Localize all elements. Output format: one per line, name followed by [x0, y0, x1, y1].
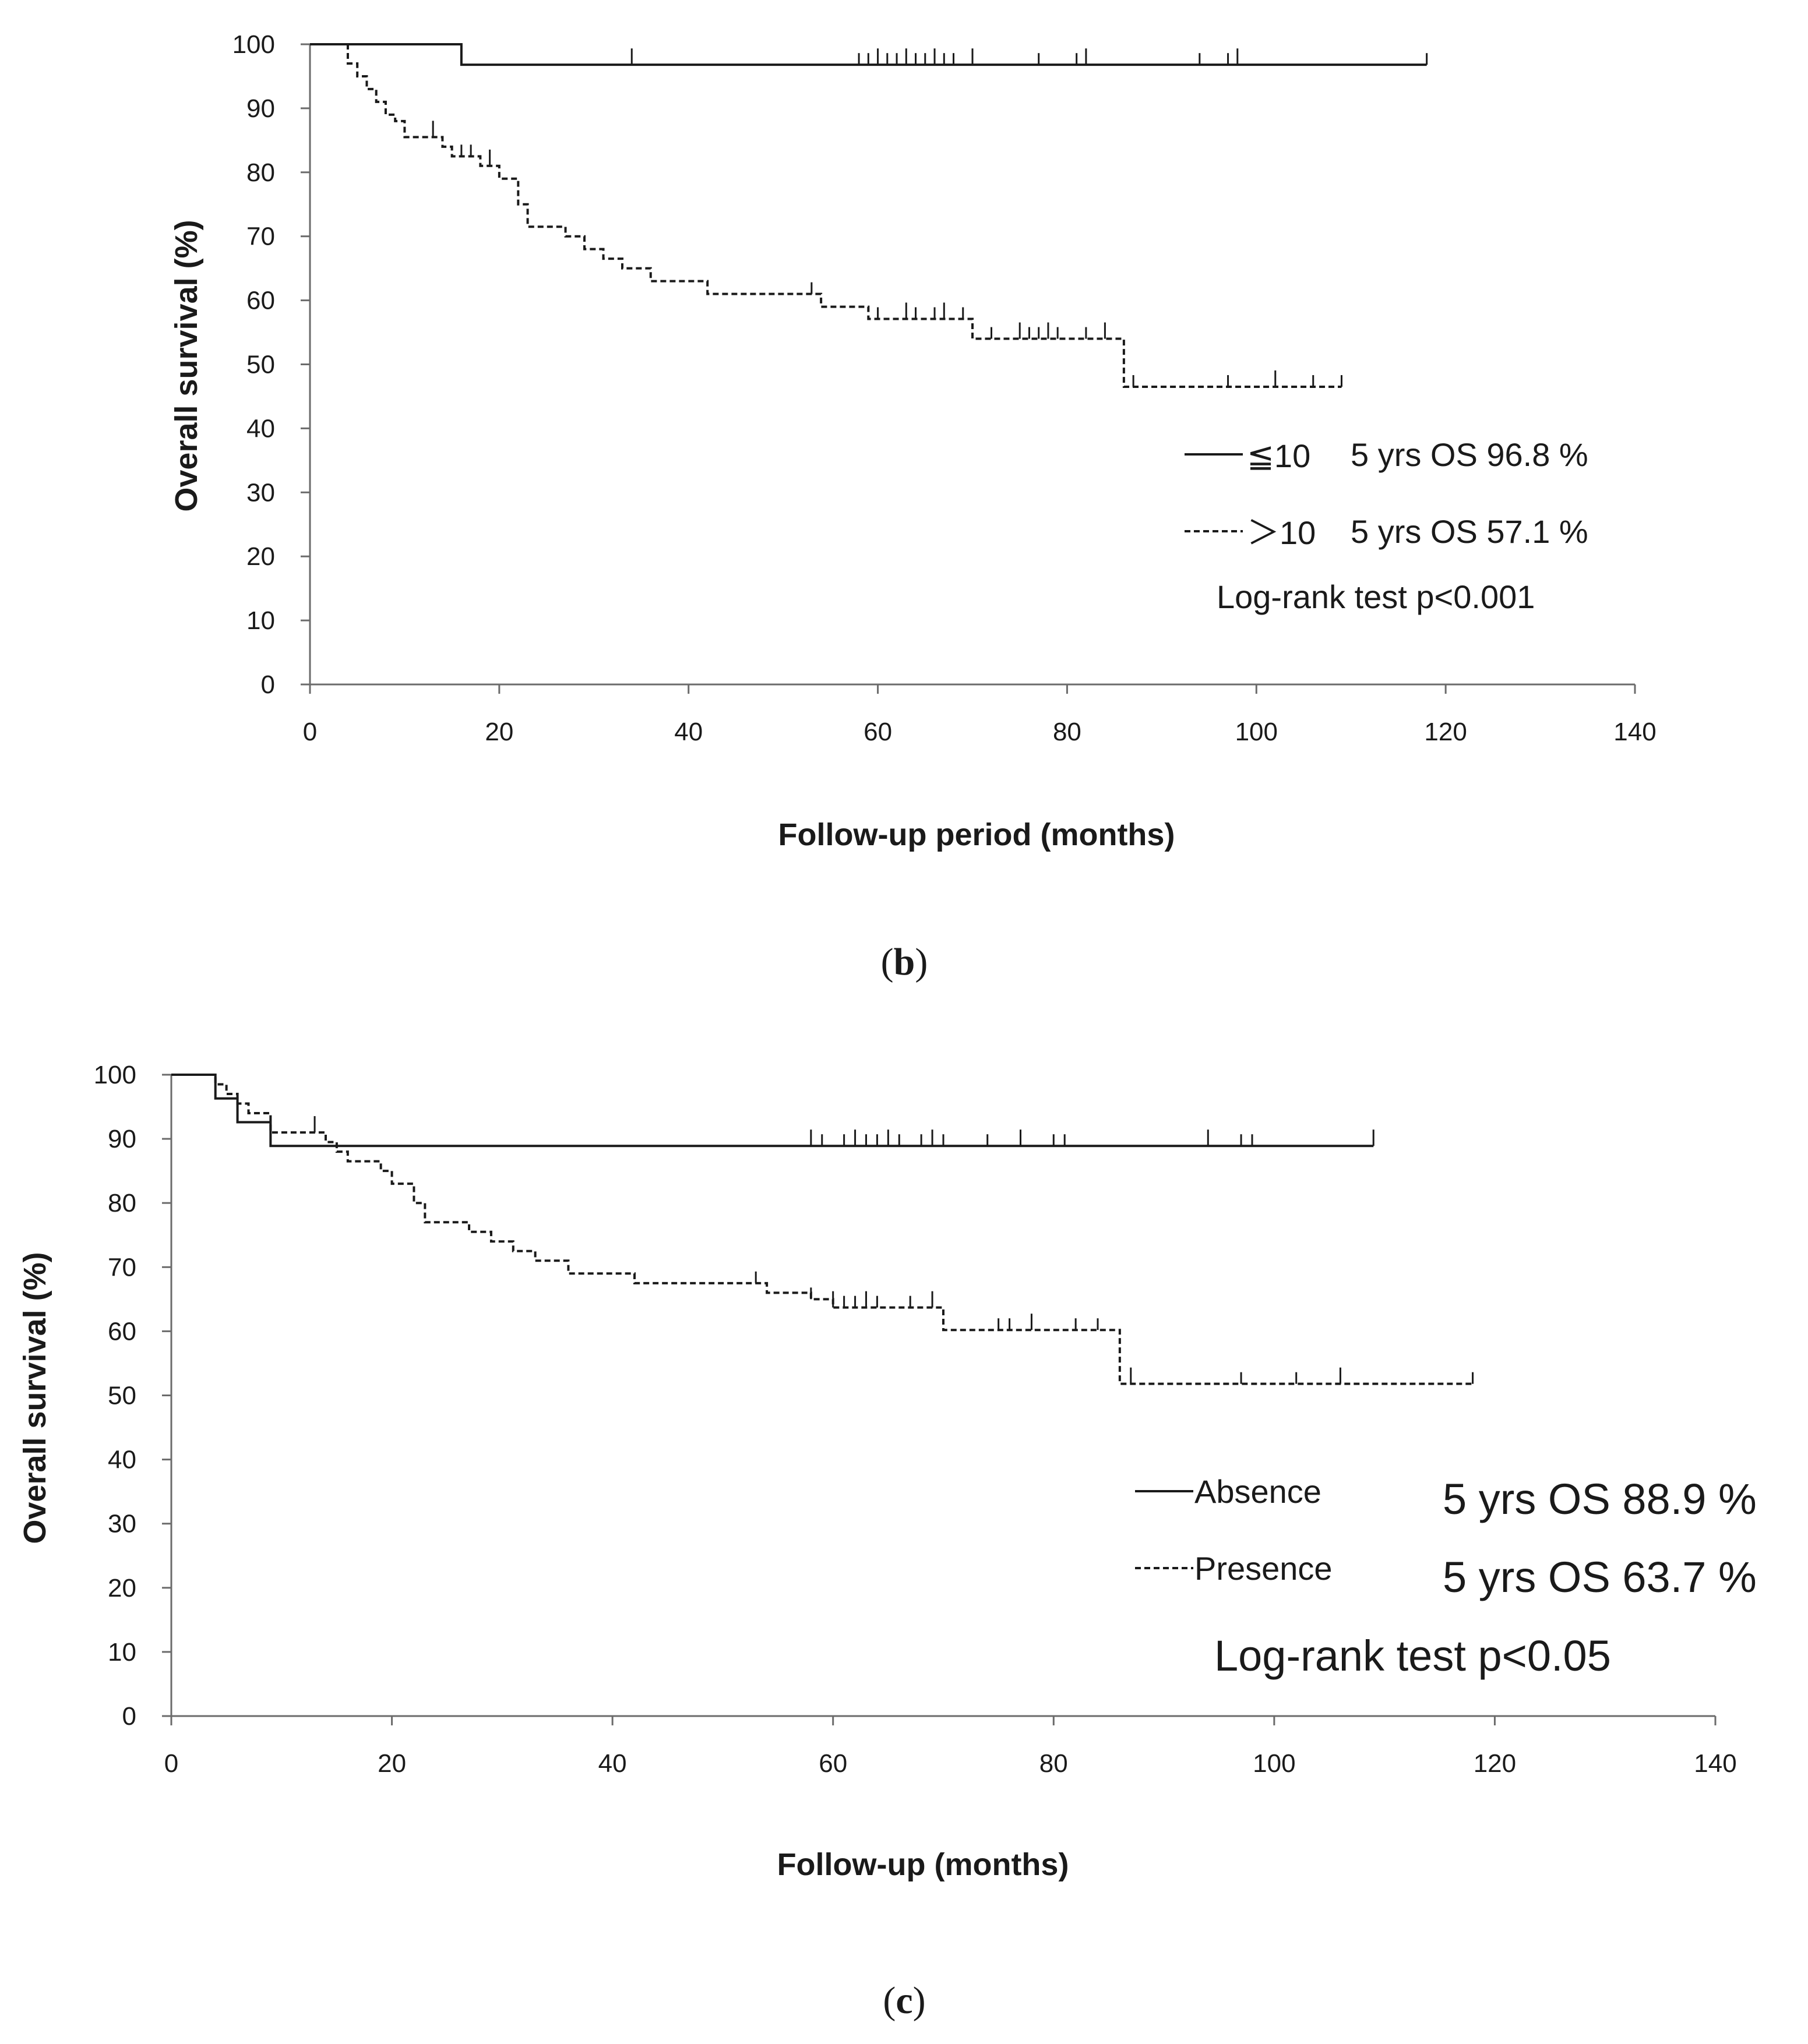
panel-b-chart: 0 10 20 30 40 50 60 70 80 90 100 0 20 40 60 80 100 120 140…: [169, 30, 1657, 852]
b-x-tick-label: 0: [303, 718, 317, 746]
panel-b-legend: ≦10 5 yrs OS 96.8 % ＞10 5 yrs OS 57.1 % …: [1185, 436, 1588, 615]
b-y-tick-label: 100: [232, 30, 275, 59]
c-x-tick-label: 80: [1039, 1749, 1068, 1778]
b-x-tick-label: 40: [674, 718, 703, 746]
panel-b-x-axis-title: Follow-up period (months): [778, 817, 1175, 852]
b-x-tick-label: 100: [1235, 718, 1278, 746]
c-y-tick-label: 70: [108, 1253, 136, 1282]
legend-os-presence: 5 yrs OS 63.7 %: [1443, 1553, 1757, 1601]
b-x-tick-label: 80: [1053, 718, 1081, 746]
c-x-tick-label: 20: [378, 1749, 406, 1778]
b-y-tick-label: 10: [246, 606, 275, 635]
c-x-tick-label: 100: [1253, 1749, 1295, 1778]
c-y-tick-label: 30: [108, 1510, 136, 1538]
panel-c-logrank-annotation: Log-rank test p<0.05: [1214, 1632, 1611, 1680]
c-y-tick-label: 20: [108, 1574, 136, 1602]
c-y-tick-label: 80: [108, 1189, 136, 1217]
b-series-x10-curve: [310, 43, 1342, 388]
panel-b-axes: 0 10 20 30 40 50 60 70 80 90 100 0 20 40 60 80 100 120 140: [232, 30, 1657, 746]
b-x-tick-label: 120: [1424, 718, 1467, 746]
c-x-tick-label: 60: [819, 1749, 847, 1778]
c-y-tick-label: 10: [108, 1638, 136, 1667]
legend-os-absence: 5 yrs OS 88.9 %: [1443, 1475, 1757, 1523]
c-series-presence-curve: [171, 1074, 1473, 1385]
legend-label-absence: Absence: [1194, 1473, 1321, 1510]
panel-c-axes: 0 10 20 30 40 50 60 70 80 90 100 0 20 40 60 80 100 120 140: [94, 1061, 1737, 1778]
panel-b-logrank-annotation: Log-rank test p<0.001: [1217, 578, 1535, 615]
c-y-tick-label: 100: [94, 1061, 136, 1089]
panel-c-chart: 0 10 20 30 40 50 60 70 80 90 100 0 20 40 60 80 100 120 140…: [17, 1061, 1757, 1882]
legend-os-gt10: 5 yrs OS 57.1 %: [1351, 513, 1588, 550]
c-series-absence-curve: [171, 1074, 1374, 1148]
c-y-tick-label: 0: [122, 1702, 136, 1731]
c-x-tick-label: 0: [164, 1749, 178, 1778]
c-x-tick-label: 120: [1474, 1749, 1516, 1778]
b-y-tick-label: 70: [246, 223, 275, 251]
panel-c-legend: Absence 5 yrs OS 88.9 % Presence 5 yrs O…: [1135, 1473, 1757, 1680]
panel-label-b: (b): [881, 941, 928, 983]
legend-label-le10: ≦10: [1247, 437, 1310, 474]
b-x-tick-label: 140: [1613, 718, 1656, 746]
panel-c-x-axis-title: Follow-up (months): [777, 1847, 1069, 1882]
b-x-tick-label: 20: [485, 718, 513, 746]
b-y-tick-label: 50: [246, 351, 275, 379]
legend-label-presence: Presence: [1194, 1550, 1333, 1587]
b-y-tick-label: 80: [246, 158, 275, 187]
panel-label-c: (c): [883, 1979, 925, 2022]
b-y-tick-label: 0: [261, 670, 275, 699]
c-x-tick-label: 40: [598, 1749, 627, 1778]
legend-label-gt10: ＞10: [1247, 514, 1316, 551]
c-x-tick-label: 140: [1694, 1749, 1736, 1778]
b-y-tick-label: 90: [246, 94, 275, 123]
c-y-tick-label: 90: [108, 1125, 136, 1153]
b-y-tick-label: 40: [246, 414, 275, 443]
c-y-tick-label: 60: [108, 1317, 136, 1346]
b-y-tick-label: 30: [246, 478, 275, 507]
panel-c-y-axis-title: Overall survival (%): [17, 1252, 52, 1544]
b-x-tick-label: 60: [864, 718, 892, 746]
b-y-tick-label: 20: [246, 542, 275, 571]
c-y-tick-label: 50: [108, 1382, 136, 1410]
c-y-tick-label: 40: [108, 1446, 136, 1474]
b-y-tick-label: 60: [246, 287, 275, 315]
legend-os-le10: 5 yrs OS 96.8 %: [1351, 436, 1588, 473]
panel-b-y-axis-title: Overall survival (%): [169, 220, 204, 511]
